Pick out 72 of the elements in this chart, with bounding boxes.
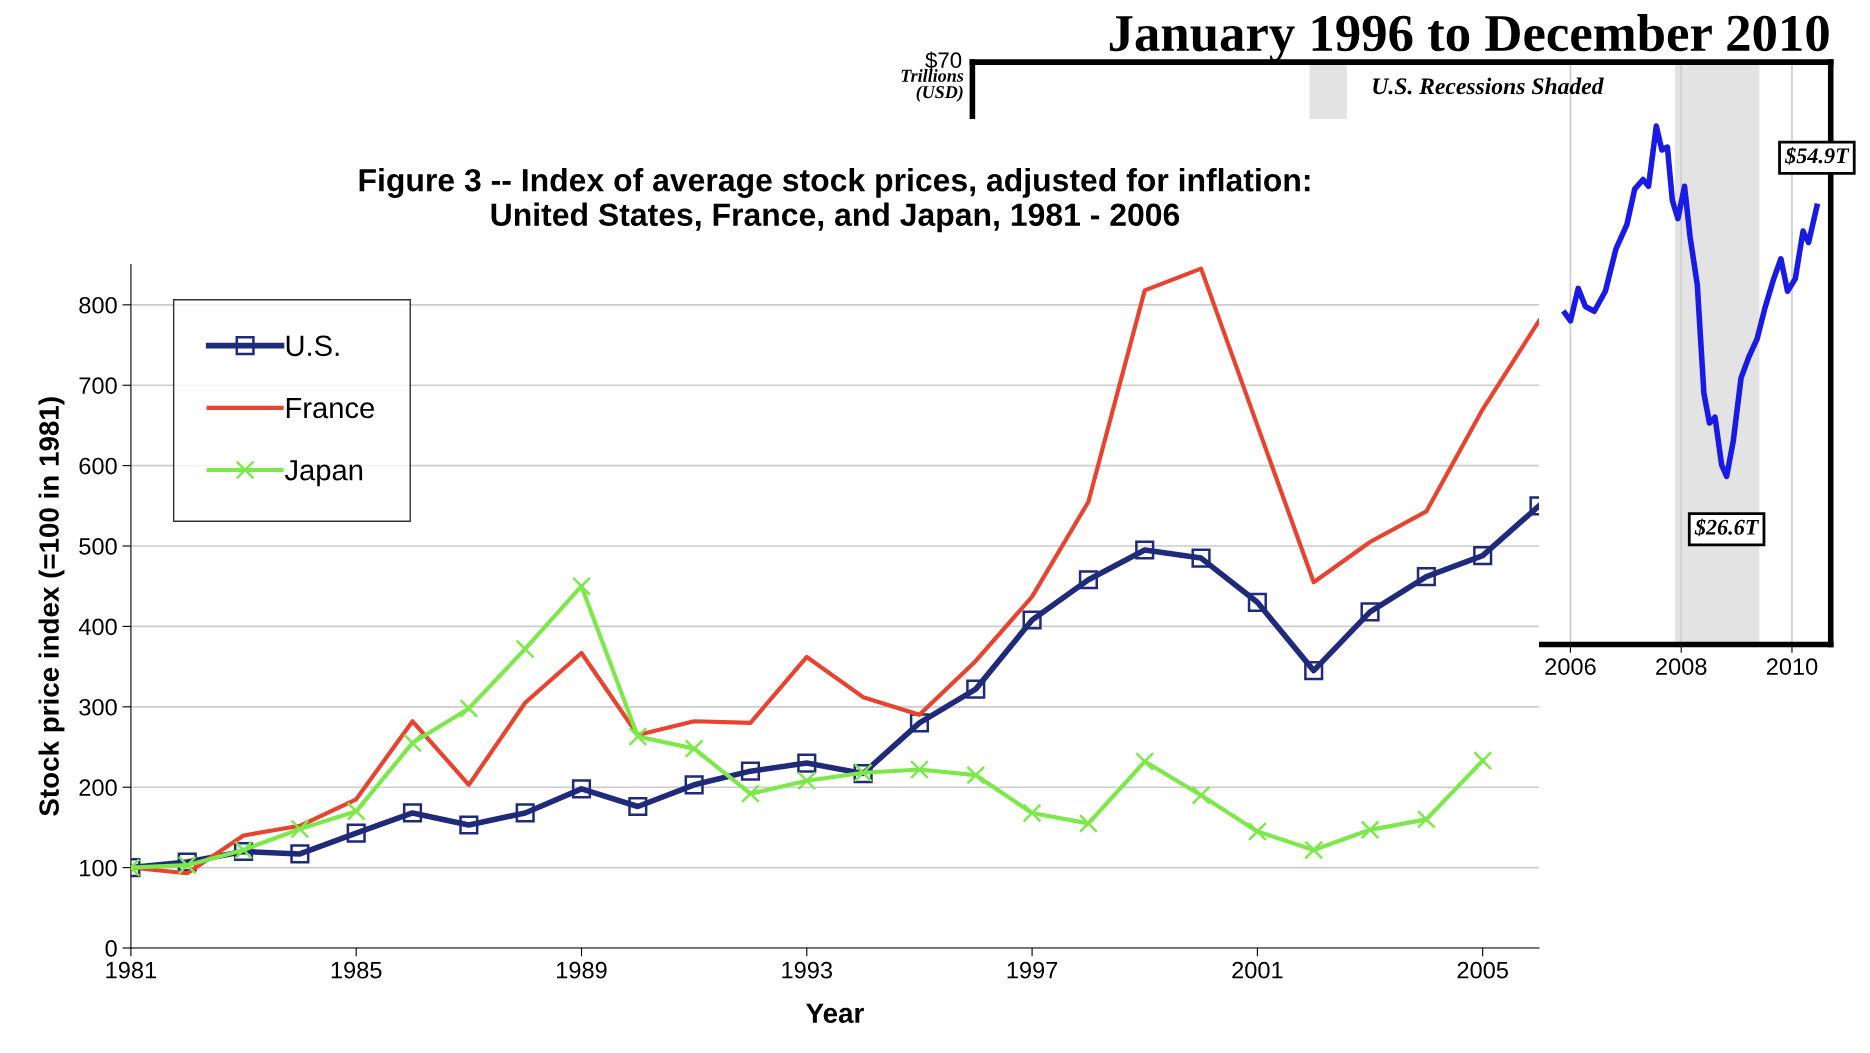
x-axis-title: Year: [806, 1003, 864, 1024]
point: [797, 771, 817, 791]
legend-label: Japan: [284, 460, 363, 487]
point: [797, 753, 817, 773]
y-tick-label: 0: [105, 940, 117, 957]
point: [1078, 570, 1098, 590]
x-tick-label: 2010: [1766, 658, 1818, 675]
point: [402, 733, 423, 753]
y-tick-label: 400: [78, 618, 117, 636]
y-tick-label: 200: [79, 779, 117, 796]
point: [1416, 809, 1436, 829]
legend-label: France: [286, 397, 374, 419]
point: [966, 765, 986, 785]
data-label: $26.6T: [1694, 518, 1760, 537]
point: [1022, 610, 1042, 630]
y-tick-label: 500: [79, 538, 117, 555]
text: $70: [925, 51, 962, 70]
y-tick-label: 800: [79, 296, 117, 314]
point: [628, 796, 648, 817]
x-tick-label: 1981: [106, 961, 157, 979]
point: [684, 775, 704, 795]
point: [628, 726, 648, 747]
point: [1304, 661, 1324, 681]
x-tick-label: 1985: [331, 961, 382, 979]
point: [515, 803, 535, 823]
y-tick-label: 600: [79, 457, 117, 475]
point: [571, 576, 592, 596]
point: [1247, 821, 1267, 842]
point: [1078, 813, 1098, 833]
point: [1135, 540, 1155, 560]
x-tick-label: 2008: [1656, 658, 1707, 675]
x-tick-label: 1989: [557, 961, 607, 979]
point: [1473, 751, 1493, 771]
point: [909, 759, 930, 780]
y-tick-label: 100: [80, 859, 117, 877]
y-axis-title: Trillions (USD): [901, 69, 964, 102]
x-tick-label: 1993: [782, 961, 833, 979]
chart-title: Figure 3 -- Index of average stock prices, adjusted for inflation: United States, France, and Japan, 1981 - 2006: [359, 168, 1310, 233]
point: [290, 819, 310, 839]
point: [1191, 548, 1211, 568]
point: [290, 844, 310, 864]
chart-title: January 1996 to December 2010: [1109, 14, 1829, 63]
x-tick-label: 2001: [1232, 961, 1283, 979]
point: [459, 815, 479, 835]
point: [402, 803, 423, 823]
point: [1022, 803, 1042, 823]
point: [966, 679, 986, 699]
point: [1135, 751, 1155, 772]
point: [740, 784, 761, 804]
point: [346, 801, 366, 821]
y-axis-title: Stock price index (=100 in 1981): [38, 397, 65, 816]
point: [684, 739, 704, 759]
y-tick-label: 300: [79, 698, 117, 716]
point: [1247, 592, 1267, 612]
point: [459, 698, 479, 719]
point: [1416, 566, 1436, 587]
x-tick-label: 2005: [1457, 961, 1508, 979]
point: [571, 779, 592, 799]
point: [1360, 820, 1380, 840]
point: [1191, 785, 1211, 805]
x-tick-label: 2006: [1545, 658, 1596, 675]
data-label: $54.9T: [1784, 146, 1850, 165]
point: [1360, 602, 1380, 622]
point: [740, 761, 761, 781]
legend-label: U.S.: [286, 335, 339, 357]
x-tick-label: 1997: [1007, 961, 1058, 979]
point: [346, 823, 366, 843]
point: [1473, 546, 1493, 566]
y-tick-label: 700: [79, 377, 117, 395]
annotation: U.S. Recessions Shaded: [1373, 77, 1604, 95]
point: [515, 639, 535, 659]
point: [1304, 840, 1324, 860]
